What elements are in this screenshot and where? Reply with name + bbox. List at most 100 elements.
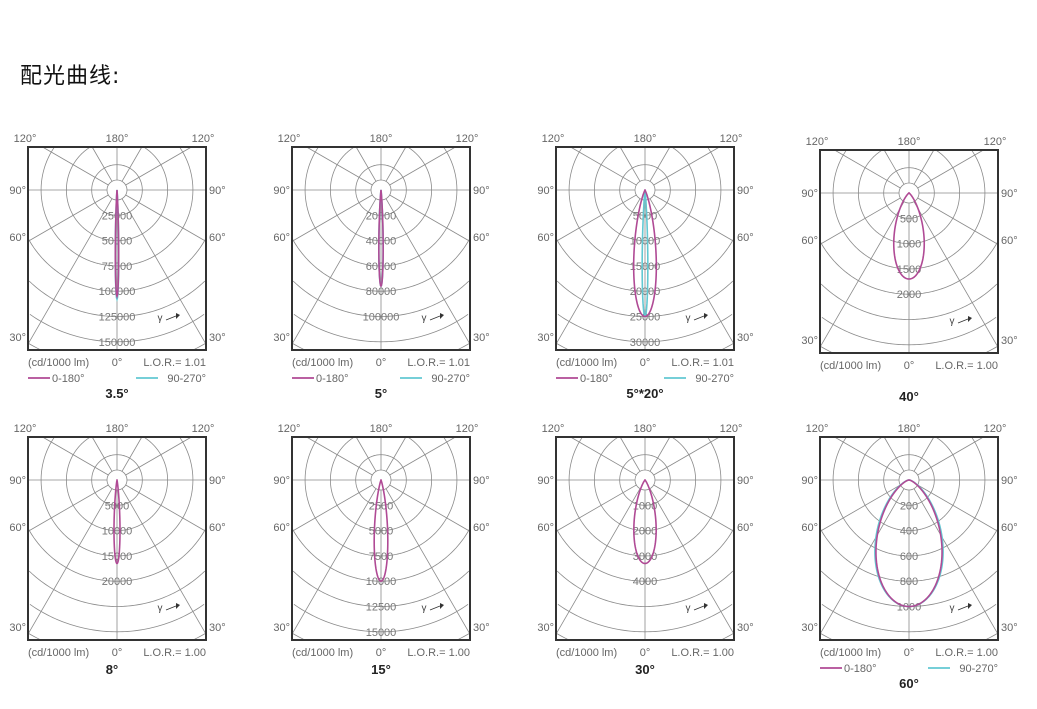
chart-title: 15° [371, 662, 391, 677]
gamma-arrowhead-icon [440, 313, 444, 319]
gamma-arrowhead-icon [968, 603, 972, 609]
radial-line [385, 146, 407, 182]
radial-line [121, 146, 143, 182]
ring-label: 5000 [369, 526, 393, 538]
chart-frame [819, 436, 999, 641]
ring-label: 20000 [630, 286, 661, 298]
ring-label: 75000 [102, 261, 133, 273]
angle-label-0: 0° [112, 647, 123, 659]
radial-line [27, 484, 109, 532]
angle-label-60-left: 60° [537, 522, 554, 534]
polar-chart-5: 5000 10000 15000 20000 γ 120° 180° 120° 90° 90° 60… [0, 418, 240, 703]
ring-label: 2000 [897, 289, 921, 301]
radial-line [121, 488, 207, 635]
chart-frame [555, 436, 735, 641]
ring-label: 80000 [366, 286, 397, 298]
angle-label-30-right: 30° [473, 622, 490, 634]
radial-line [917, 484, 999, 532]
radial-line [291, 198, 377, 345]
grid-ring [556, 570, 734, 607]
gamma-label: γ [422, 313, 427, 324]
angle-label-90-left: 90° [273, 185, 290, 197]
grid-ring [593, 436, 697, 531]
grid-ring [40, 437, 194, 557]
angle-label-180: 180° [106, 133, 129, 145]
radial-line [306, 436, 373, 476]
lor-label: L.O.R.= 1.00 [143, 647, 206, 659]
gamma-label: γ [422, 603, 427, 614]
angle-label-120-left: 120° [14, 423, 37, 435]
radial-line [121, 436, 143, 472]
intensity-curve [875, 479, 943, 608]
ring-label: 10000 [102, 526, 133, 538]
angle-label-60-right: 60° [737, 232, 754, 244]
angle-label-120-right: 120° [720, 423, 743, 435]
intensity-curve [892, 192, 926, 280]
angle-label-60-left: 60° [9, 232, 26, 244]
angle-label-60-left: 60° [801, 522, 818, 534]
angle-label-30-right: 30° [737, 332, 754, 344]
grid-ring [556, 633, 734, 640]
ring-label: 60000 [366, 261, 397, 273]
angle-label-30-left: 30° [537, 622, 554, 634]
radial-line [917, 197, 999, 245]
unit-label: (cd/1000 lm) [292, 357, 353, 369]
legend-label-0-180: 0-180° [844, 663, 877, 675]
grid-ring [293, 604, 469, 633]
angle-label-120-right: 120° [192, 423, 215, 435]
angle-label-180: 180° [634, 133, 657, 145]
polar-chart-7: 1000 2000 3000 4000 γ 120° 180° 120° 90° 90° 60° 60… [528, 418, 768, 703]
angle-label-30-left: 30° [273, 332, 290, 344]
angle-label-120-left: 120° [278, 423, 301, 435]
radial-line [649, 488, 735, 635]
radial-line [27, 194, 109, 242]
grid-ring [329, 436, 433, 531]
unit-label: (cd/1000 lm) [820, 647, 881, 659]
angle-label-60-right: 60° [1001, 235, 1018, 247]
radial-line [42, 146, 109, 186]
angle-label-60-left: 60° [537, 232, 554, 244]
polar-grid [819, 149, 999, 353]
radial-line [570, 146, 637, 186]
angle-label-120-left: 120° [806, 423, 829, 435]
radial-line [649, 146, 671, 182]
ring-label: 2000 [633, 526, 657, 538]
unit-label: (cd/1000 lm) [556, 357, 617, 369]
angle-label-90-right: 90° [737, 475, 754, 487]
angle-label-0: 0° [640, 647, 651, 659]
angle-label-30-left: 30° [273, 622, 290, 634]
lor-label: L.O.R.= 1.00 [671, 647, 734, 659]
angle-label-0: 0° [376, 647, 387, 659]
radial-line [913, 149, 935, 185]
unit-label: (cd/1000 lm) [556, 647, 617, 659]
angle-label-120-left: 120° [14, 133, 37, 145]
chart-title: 8° [106, 662, 118, 677]
chart-frame [291, 146, 471, 351]
chart-frame [555, 146, 735, 351]
grid-ring [556, 528, 734, 582]
lor-label: L.O.R.= 1.01 [407, 357, 470, 369]
grid-ring [292, 528, 470, 582]
radial-line [819, 197, 901, 245]
angle-label-180: 180° [634, 423, 657, 435]
angle-label-90-left: 90° [801, 188, 818, 200]
ring-label: 400 [900, 526, 918, 538]
radial-line [619, 436, 641, 472]
radial-line [883, 149, 905, 185]
gamma-arrowhead-icon [704, 313, 708, 319]
legend-label-0-180: 0-180° [52, 373, 85, 385]
radial-line [913, 201, 999, 348]
radial-line [306, 146, 373, 186]
angle-label-90-left: 90° [9, 185, 26, 197]
radial-line [555, 484, 637, 532]
radial-line [913, 488, 999, 635]
radial-line [91, 436, 113, 472]
lor-label: L.O.R.= 1.00 [407, 647, 470, 659]
angle-label-90-right: 90° [209, 185, 226, 197]
lor-label: L.O.R.= 1.01 [671, 357, 734, 369]
angle-label-0: 0° [640, 357, 651, 369]
ring-label: 150000 [99, 337, 136, 349]
angle-label-120-left: 120° [806, 136, 829, 148]
radial-line [917, 149, 984, 189]
polar-chart-1: 25000 50000 75000 100000 125000 150000 γ 120° 18… [0, 128, 240, 413]
